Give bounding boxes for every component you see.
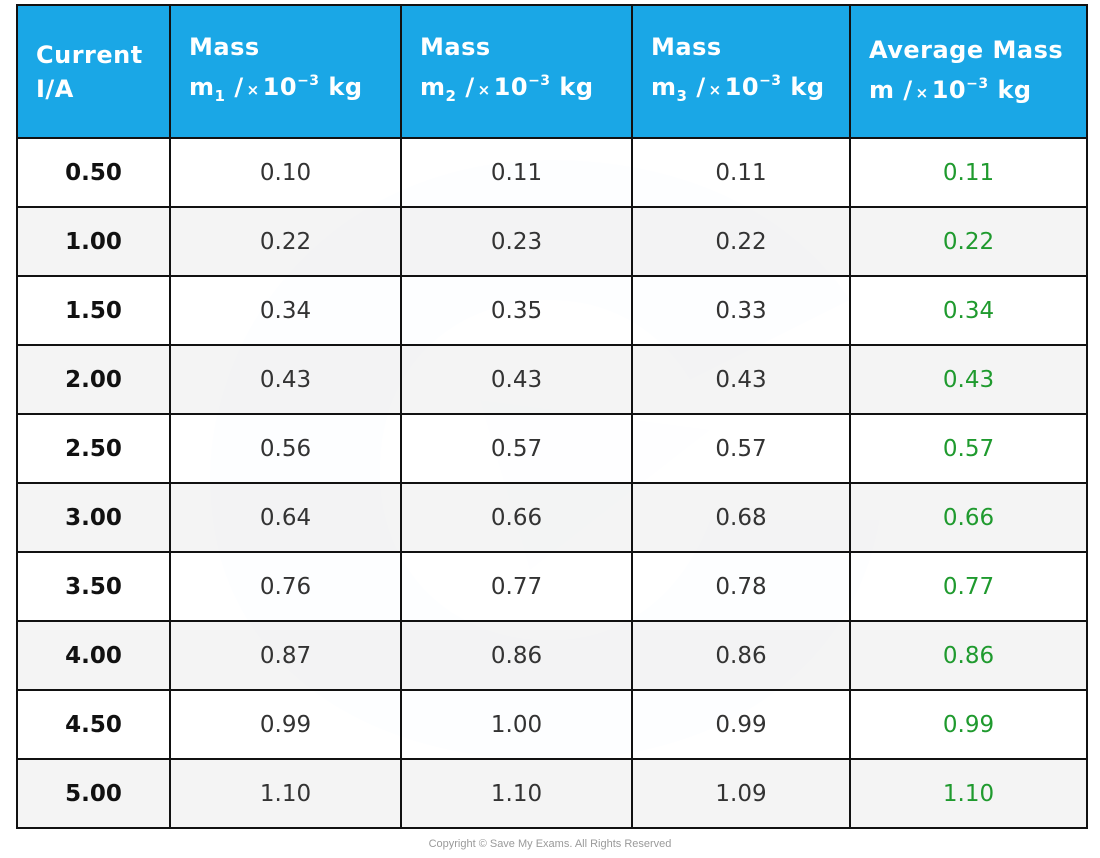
mass-2-cell: 0.86 bbox=[400, 620, 633, 691]
mass-2-cell: 0.77 bbox=[400, 551, 633, 622]
header-average-title: Average Mass bbox=[869, 36, 1064, 64]
mass-3-cell: 0.99 bbox=[631, 689, 851, 760]
header-mass-3-unit: m3 /× 10−3 kg bbox=[651, 73, 825, 105]
mass-3-cell: 0.33 bbox=[631, 275, 851, 346]
mass-2-cell: 0.43 bbox=[400, 344, 633, 415]
mass-1-cell: 0.10 bbox=[169, 137, 402, 208]
mass-1-cell: 0.87 bbox=[169, 620, 402, 691]
current-cell: 2.00 bbox=[16, 344, 171, 415]
current-cell: 1.50 bbox=[16, 275, 171, 346]
header-mass-1-title: Mass bbox=[189, 33, 260, 61]
table-body: 0.50 0.10 0.11 0.11 0.11 1.00 0.22 0.23 0.22 0.22… bbox=[16, 137, 1088, 829]
current-cell: 3.00 bbox=[16, 482, 171, 553]
header-mass-2-title: Mass bbox=[420, 33, 491, 61]
mass-3-cell: 0.11 bbox=[631, 137, 851, 208]
mass-3-cell: 0.86 bbox=[631, 620, 851, 691]
table-row: 3.50 0.76 0.77 0.78 0.77 bbox=[16, 551, 1088, 622]
mass-3-cell: 0.68 bbox=[631, 482, 851, 553]
current-cell: 1.00 bbox=[16, 206, 171, 277]
current-cell: 4.00 bbox=[16, 620, 171, 691]
header-mass-3: Mass m3 /× 10−3 kg bbox=[631, 4, 851, 139]
mass-2-cell: 1.00 bbox=[400, 689, 633, 760]
current-cell: 2.50 bbox=[16, 413, 171, 484]
copyright-notice: Copyright © Save My Exams. All Rights Re… bbox=[428, 838, 672, 850]
header-current-unit: I/A bbox=[36, 74, 74, 103]
mass-2-cell: 0.66 bbox=[400, 482, 633, 553]
header-mass-2-unit: m2 /× 10−3 kg bbox=[420, 73, 594, 105]
table-row: 4.00 0.87 0.86 0.86 0.86 bbox=[16, 620, 1088, 691]
mass-1-cell: 0.64 bbox=[169, 482, 402, 553]
current-cell: 0.50 bbox=[16, 137, 171, 208]
mass-1-cell: 0.56 bbox=[169, 413, 402, 484]
header-current-title: Current bbox=[36, 40, 143, 69]
average-mass-cell: 0.34 bbox=[849, 275, 1088, 346]
table-row: 1.00 0.22 0.23 0.22 0.22 bbox=[16, 206, 1088, 277]
header-average-mass: Average Mass m / × 10−3 kg bbox=[849, 4, 1088, 139]
mass-3-cell: 1.09 bbox=[631, 758, 851, 829]
average-mass-cell: 0.86 bbox=[849, 620, 1088, 691]
average-mass-cell: 0.43 bbox=[849, 344, 1088, 415]
table-row: 0.50 0.10 0.11 0.11 0.11 bbox=[16, 137, 1088, 208]
average-mass-cell: 1.10 bbox=[849, 758, 1088, 829]
mass-1-cell: 0.43 bbox=[169, 344, 402, 415]
table-header-row: Current I/A Mass m1 /× 10−3 kg Mass m2 /×… bbox=[16, 4, 1088, 139]
header-mass-2: Mass m2 /× 10−3 kg bbox=[400, 4, 633, 139]
table-row: 2.00 0.43 0.43 0.43 0.43 bbox=[16, 344, 1088, 415]
mass-1-cell: 0.99 bbox=[169, 689, 402, 760]
mass-3-cell: 0.43 bbox=[631, 344, 851, 415]
header-mass-1-unit: m1 /× 10−3 kg bbox=[189, 73, 363, 105]
average-mass-cell: 0.66 bbox=[849, 482, 1088, 553]
mass-2-cell: 0.11 bbox=[400, 137, 633, 208]
current-cell: 4.50 bbox=[16, 689, 171, 760]
mass-3-cell: 0.78 bbox=[631, 551, 851, 622]
average-mass-cell: 0.99 bbox=[849, 689, 1088, 760]
mass-current-table: Current I/A Mass m1 /× 10−3 kg Mass m2 /×… bbox=[16, 4, 1088, 829]
header-average-unit: m / × 10−3 kg bbox=[869, 76, 1032, 104]
mass-1-cell: 0.22 bbox=[169, 206, 402, 277]
table-row: 2.50 0.56 0.57 0.57 0.57 bbox=[16, 413, 1088, 484]
mass-2-cell: 0.57 bbox=[400, 413, 633, 484]
average-mass-cell: 0.22 bbox=[849, 206, 1088, 277]
average-mass-cell: 0.57 bbox=[849, 413, 1088, 484]
average-mass-cell: 0.77 bbox=[849, 551, 1088, 622]
mass-3-cell: 0.22 bbox=[631, 206, 851, 277]
average-mass-cell: 0.11 bbox=[849, 137, 1088, 208]
header-mass-1: Mass m1 /× 10−3 kg bbox=[169, 4, 402, 139]
table-row: 1.50 0.34 0.35 0.33 0.34 bbox=[16, 275, 1088, 346]
header-current: Current I/A bbox=[16, 4, 171, 139]
mass-1-cell: 0.34 bbox=[169, 275, 402, 346]
header-mass-3-title: Mass bbox=[651, 33, 722, 61]
mass-1-cell: 1.10 bbox=[169, 758, 402, 829]
mass-2-cell: 0.35 bbox=[400, 275, 633, 346]
mass-2-cell: 0.23 bbox=[400, 206, 633, 277]
table-row: 3.00 0.64 0.66 0.68 0.66 bbox=[16, 482, 1088, 553]
mass-2-cell: 1.10 bbox=[400, 758, 633, 829]
table-row: 4.50 0.99 1.00 0.99 0.99 bbox=[16, 689, 1088, 760]
table-row: 5.00 1.10 1.10 1.09 1.10 bbox=[16, 758, 1088, 829]
mass-1-cell: 0.76 bbox=[169, 551, 402, 622]
current-cell: 3.50 bbox=[16, 551, 171, 622]
current-cell: 5.00 bbox=[16, 758, 171, 829]
mass-3-cell: 0.57 bbox=[631, 413, 851, 484]
